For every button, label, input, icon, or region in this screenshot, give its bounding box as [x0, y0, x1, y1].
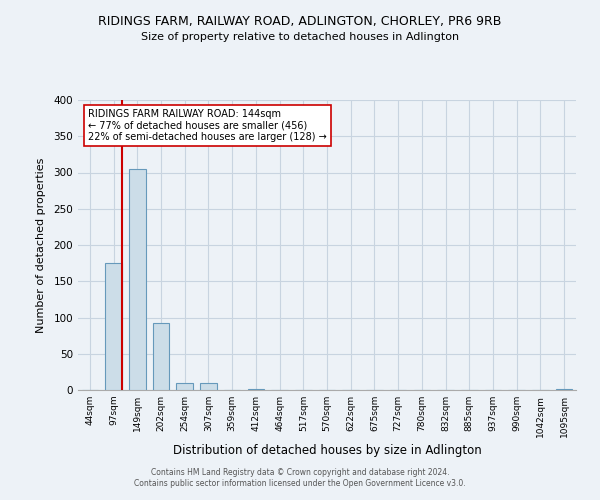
Text: RIDINGS FARM RAILWAY ROAD: 144sqm
← 77% of detached houses are smaller (456)
22%: RIDINGS FARM RAILWAY ROAD: 144sqm ← 77% …: [88, 108, 327, 142]
Bar: [556, 388, 572, 390]
Text: Contains HM Land Registry data © Crown copyright and database right 2024.
Contai: Contains HM Land Registry data © Crown c…: [134, 468, 466, 487]
Bar: [200, 383, 217, 390]
Bar: [129, 169, 146, 390]
Bar: [105, 263, 122, 390]
Bar: [176, 384, 193, 390]
Text: Size of property relative to detached houses in Adlington: Size of property relative to detached ho…: [141, 32, 459, 42]
Y-axis label: Number of detached properties: Number of detached properties: [37, 158, 46, 332]
Bar: [248, 388, 264, 390]
Text: RIDINGS FARM, RAILWAY ROAD, ADLINGTON, CHORLEY, PR6 9RB: RIDINGS FARM, RAILWAY ROAD, ADLINGTON, C…: [98, 15, 502, 28]
Bar: [152, 322, 169, 390]
X-axis label: Distribution of detached houses by size in Adlington: Distribution of detached houses by size …: [173, 444, 481, 457]
